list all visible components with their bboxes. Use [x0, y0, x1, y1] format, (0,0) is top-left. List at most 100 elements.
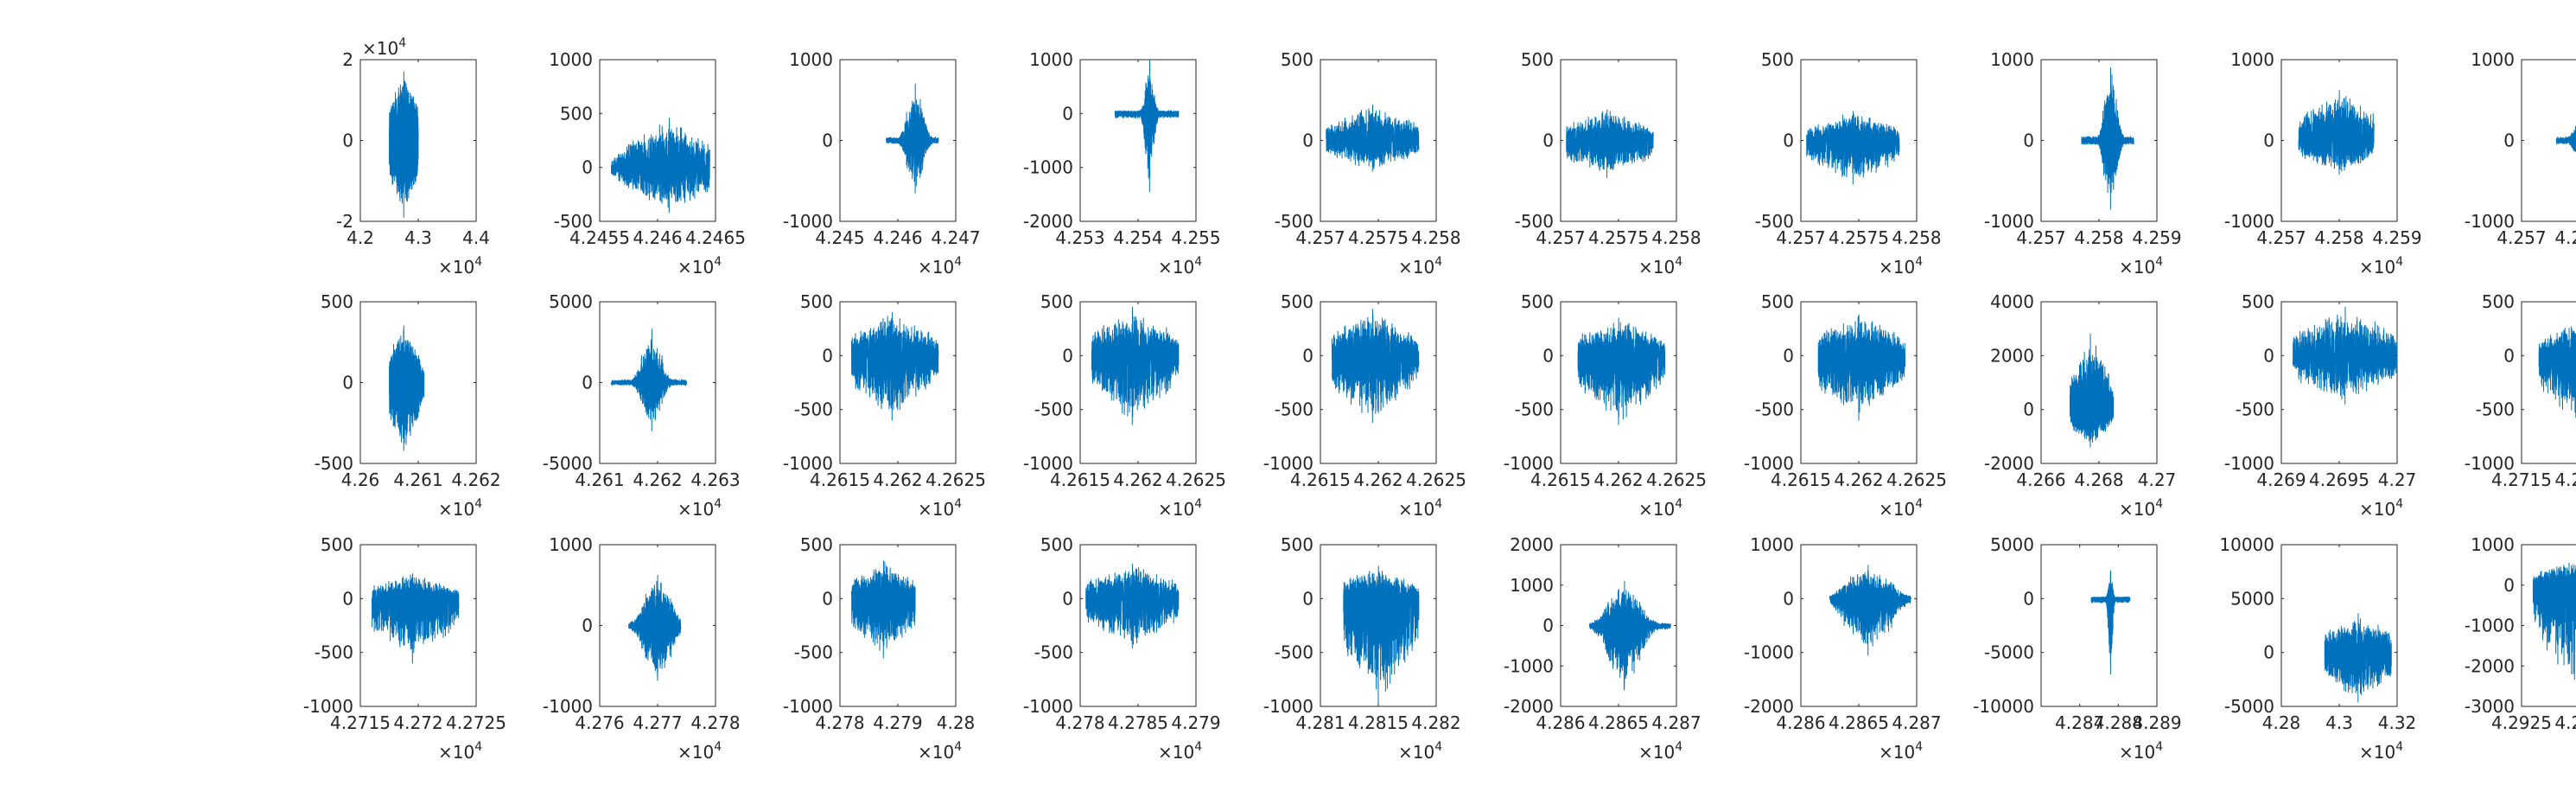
x-exponent-label: ×104 [2119, 740, 2163, 763]
y-tick-label: -1000 [2224, 453, 2274, 474]
y-tick-label: 500 [1281, 534, 1313, 555]
x-tick-label: 4.2615 [1050, 469, 1110, 490]
subplot-29: 4.28 4.3 4.32 -5000 0 5000 10000 ×104 [2219, 534, 2416, 763]
y-tick-label: -2000 [2465, 655, 2515, 676]
x-tick-label: 4.2715 [330, 712, 391, 733]
y-tick-label: 1000 [1990, 49, 2034, 70]
y-tick-label: 0 [1062, 345, 1073, 366]
x-tick-label: 4.258 [1892, 227, 1941, 248]
y-tick-label: -2000 [1504, 696, 1554, 717]
x-tick-label: 4.279 [1171, 712, 1220, 733]
y-tick-label: -1000 [783, 453, 833, 474]
series-line [2324, 613, 2392, 703]
y-tick-label: 1000 [2471, 534, 2515, 555]
x-tick-label: 4.247 [931, 227, 980, 248]
y-tick-label: 0 [2263, 131, 2274, 151]
subplot-12: 4.261 4.262 4.263 -5000 0 5000 ×104 [543, 291, 741, 520]
x-tick-label: 4.27 [2378, 469, 2417, 490]
y-tick-label: 0 [1302, 345, 1313, 366]
y-tick-label: -1000 [783, 696, 833, 717]
series-line [1091, 306, 1180, 425]
x-tick-label: 4.278 [690, 712, 740, 733]
x-tick-label: 4.2625 [1406, 469, 1466, 490]
y-tick-label: 0 [822, 131, 833, 151]
series-line [2538, 326, 2576, 418]
x-tick-label: 4.258 [1411, 227, 1460, 248]
x-exponent-label: ×104 [1638, 497, 1682, 520]
y-tick-label: -500 [1755, 211, 1794, 232]
subplot-15: 4.2615 4.262 4.2625 -1000 -500 0 500 ×104 [1263, 291, 1466, 520]
y-tick-label: -500 [554, 211, 593, 232]
subplot-4: 4.253 4.254 4.255 -2000 -1000 0 1000 ×104 [1023, 49, 1221, 278]
x-exponent-label: ×104 [2119, 255, 2163, 278]
subplot-17: 4.2615 4.262 4.2625 -1000 -500 0 500 ×104 [1744, 291, 1947, 520]
series-line [1589, 580, 1671, 691]
x-tick-label: 4.246 [633, 227, 682, 248]
series-line [2532, 562, 2576, 680]
y-tick-label: 0 [822, 588, 833, 609]
series-line [2298, 90, 2375, 176]
x-tick-label: 4.262 [873, 469, 922, 490]
x-exponent-label: ×104 [2119, 497, 2163, 520]
x-tick-label: 4.2625 [925, 469, 986, 490]
x-exponent-label: ×104 [1158, 740, 1202, 763]
y-tick-label: 2 [342, 49, 353, 70]
x-tick-label: 4.281 [1295, 712, 1345, 733]
subplot-26: 4.286 4.2865 4.287 -2000 -1000 0 1000 2000 ×104 [1504, 534, 1701, 763]
x-tick-label: 4.262 [1353, 469, 1402, 490]
y-tick-label: 500 [321, 534, 353, 555]
x-tick-label: 4.257 [2016, 227, 2065, 248]
x-tick-label: 4.2615 [1290, 469, 1351, 490]
y-tick-label: -500 [1275, 642, 1313, 663]
x-tick-label: 4.2725 [446, 712, 506, 733]
y-tick-label: 2000 [1990, 345, 2034, 366]
x-exponent-label: ×104 [1398, 740, 1442, 763]
axes-box [2040, 544, 2158, 707]
y-tick-label: -1000 [1504, 655, 1554, 676]
y-tick-label: -500 [794, 399, 833, 420]
x-tick-label: 4.2575 [1829, 227, 1889, 248]
x-tick-label: 4.2615 [810, 469, 870, 490]
x-tick-label: 4.258 [2314, 227, 2363, 248]
x-tick-label: 4.2695 [2309, 469, 2369, 490]
y-exponent-label: ×104 [362, 36, 406, 59]
subplot-11: 4.26 4.261 4.262 -500 0 500 ×104 [315, 291, 501, 520]
x-exponent-label: ×104 [1879, 255, 1923, 278]
x-tick-label: 4.2465 [685, 227, 746, 248]
x-tick-label: 4.257 [1536, 227, 1585, 248]
x-exponent-label: ×104 [2359, 497, 2403, 520]
y-tick-label: -1000 [1744, 453, 1794, 474]
subplot-14: 4.2615 4.262 4.2625 -1000 -500 0 500 ×104 [1023, 291, 1226, 520]
x-tick-label: 4.257 [2496, 227, 2546, 248]
subplot-2: 4.2455 4.246 4.2465 -500 0 500 1000 ×104 [549, 49, 746, 278]
x-tick-label: 4.269 [2256, 469, 2306, 490]
x-tick-label: 4.262 [1593, 469, 1643, 490]
x-exponent-label: ×104 [1638, 255, 1682, 278]
subplot-27: 4.286 4.2865 4.287 -2000 -1000 0 1000 ×104 [1744, 534, 1942, 763]
series-line [1343, 565, 1420, 707]
x-tick-label: 4.286 [1776, 712, 1825, 733]
y-tick-label: 500 [321, 291, 353, 312]
x-tick-label: 4.272 [2554, 469, 2576, 490]
y-tick-label: -1000 [783, 211, 833, 232]
x-tick-label: 4.263 [690, 469, 740, 490]
y-tick-label: 1000 [1510, 575, 1554, 596]
y-tick-label: 0 [2023, 588, 2034, 609]
x-exponent-label: ×104 [2359, 740, 2403, 763]
x-tick-label: 4.27 [2138, 469, 2177, 490]
series-line [371, 573, 460, 664]
y-tick-label: 0 [1062, 588, 1073, 609]
x-tick-label: 4.28 [937, 712, 976, 733]
y-tick-label: 4000 [1990, 291, 2034, 312]
x-tick-label: 4.262 [1834, 469, 1883, 490]
y-tick-label: 500 [800, 291, 833, 312]
x-exponent-label: ×104 [677, 497, 722, 520]
y-tick-label: 500 [2242, 291, 2274, 312]
y-tick-label: 500 [2482, 291, 2515, 312]
series-line [1326, 104, 1420, 172]
x-tick-label: 4.26 [341, 469, 380, 490]
subplot-9: 4.257 4.258 4.259 -1000 0 1000 ×104 [2224, 49, 2422, 278]
